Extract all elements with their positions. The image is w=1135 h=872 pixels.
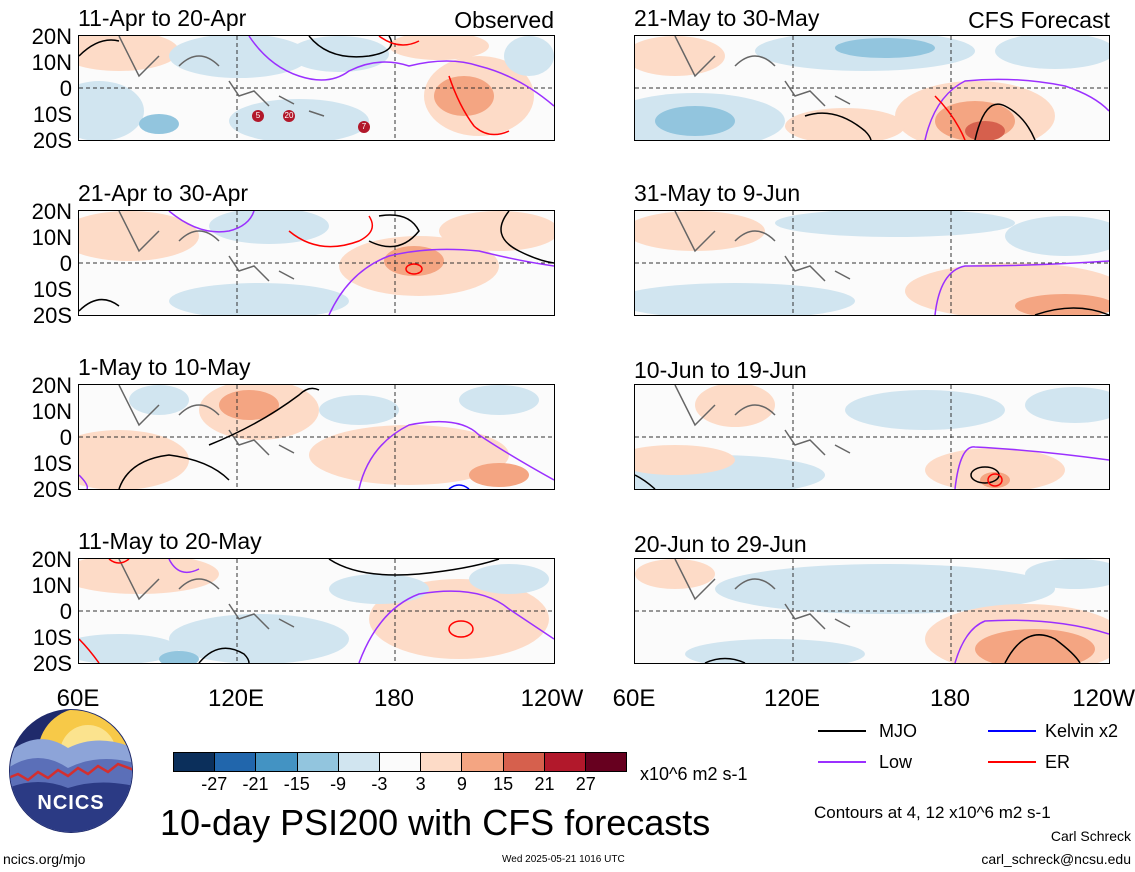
panel-title-fcst-2: 31-May to 9-Jun (634, 180, 801, 206)
colorbar-tick-label: 27 (575, 774, 596, 794)
storm-marker-icon: 7 (358, 121, 370, 133)
footer-email[interactable]: carl_schreck@ncsu.edu (981, 851, 1131, 867)
colorbar-segment (379, 753, 422, 771)
storm-marker-icon: 5 (252, 110, 264, 122)
map-panel-fcst-1 (634, 35, 1110, 141)
colorbar-segment (544, 753, 586, 771)
main-title: 10-day PSI200 with CFS forecasts (160, 802, 711, 843)
colorbar (173, 752, 627, 772)
lat-label: 20N (31, 373, 72, 398)
footer-author: Carl Schreck (1050, 828, 1131, 844)
lat-label: 10S (32, 102, 72, 127)
map-panel-fcst-2 (634, 210, 1110, 316)
lat-label: 20S (32, 303, 72, 328)
footer-url[interactable]: ncics.org/mjo (3, 851, 86, 867)
legend-label-er: ER (1045, 752, 1071, 772)
panel-title-obs-1: 11-Apr to 20-Apr (78, 5, 247, 31)
legend-swatch-kelvin (988, 730, 1036, 732)
lon-label: 180 (373, 685, 415, 712)
lat-label: 0 (59, 425, 72, 450)
colorbar-segment (297, 753, 339, 771)
colorbar-tick-label: 9 (456, 774, 467, 794)
lat-label: 10N (31, 50, 72, 75)
map-panel-fcst-3 (634, 384, 1110, 490)
colorbar-segment (174, 753, 216, 771)
lon-label: 60E (56, 685, 100, 712)
map-panel-obs-2 (78, 210, 555, 316)
lat-label: 0 (59, 251, 72, 276)
map-panel-obs-4 (78, 558, 555, 664)
colorbar-tick-label: -27 (201, 774, 228, 794)
panel-title-obs-4: 11-May to 20-May (78, 528, 262, 554)
contour-note: Contours at 4, 12 x10^6 m2 s-1 (814, 803, 1051, 822)
lon-label: 180 (929, 685, 971, 712)
legend-swatch-er (988, 761, 1036, 763)
colorbar-tick-label: -21 (242, 774, 269, 794)
lat-label: 10S (32, 277, 72, 302)
colorbar-tick-label: 3 (415, 774, 426, 794)
lon-label: 60E (612, 685, 656, 712)
lon-label: 120W (520, 685, 584, 712)
legend-swatch-low (818, 761, 866, 763)
legend-label-kelvin: Kelvin x2 (1045, 721, 1119, 741)
colorbar-segment (338, 753, 380, 771)
lat-label: 10N (31, 573, 72, 598)
lon-label: 120E (207, 685, 265, 712)
colorbar-segment (215, 753, 257, 771)
lat-label: 20N (31, 547, 72, 572)
storm-marker-icon: 20 (283, 110, 295, 122)
colorbar-units: x10^6 m2 s-1 (640, 764, 748, 784)
map-panel-obs-3 (78, 384, 555, 490)
colorbar-tick-label: -9 (330, 774, 347, 794)
ncics-logo: NCICS (8, 708, 134, 834)
panel-title-fcst-4: 20-Jun to 29-Jun (634, 531, 807, 557)
panel-tag-observed: Observed (454, 7, 554, 33)
colorbar-tick-label: -15 (283, 774, 310, 794)
lon-label: 120E (763, 685, 821, 712)
lat-label: 20S (32, 477, 72, 502)
lat-label: 20N (31, 199, 72, 224)
colorbar-segment (503, 753, 545, 771)
lat-label: 0 (59, 599, 72, 624)
legend-label-mjo: MJO (879, 721, 917, 741)
map-panel-obs-1 (78, 35, 555, 141)
colorbar-tick-label: -3 (371, 774, 388, 794)
colorbar-segment (462, 753, 504, 771)
lat-label: 0 (59, 76, 72, 101)
panel-title-fcst-3: 10-Jun to 19-Jun (634, 357, 807, 383)
lat-label: 10N (31, 225, 72, 250)
lat-label: 20S (32, 651, 72, 676)
lat-label: 10S (32, 451, 72, 476)
lat-label: 10N (31, 399, 72, 424)
lat-label: 20S (32, 128, 72, 153)
colorbar-tick-label: 15 (493, 774, 514, 794)
panel-title-fcst-1: 21-May to 30-May (634, 5, 820, 31)
colorbar-segment (421, 753, 463, 771)
lat-label: 10S (32, 625, 72, 650)
lon-label: 120W (1072, 685, 1135, 712)
footer-timestamp: Wed 2025-05-21 1016 UTC (502, 854, 625, 865)
panel-title-obs-3: 1-May to 10-May (78, 354, 251, 380)
logo-text: NCICS (37, 792, 104, 814)
panel-tag-cfs-forecast: CFS Forecast (968, 7, 1110, 33)
legend-label-low: Low (879, 752, 913, 772)
panel-title-obs-2: 21-Apr to 30-Apr (78, 180, 249, 206)
colorbar-segment (585, 753, 627, 771)
legend-swatch-mjo (818, 730, 866, 732)
map-panel-fcst-4 (634, 558, 1110, 664)
lat-label: 20N (31, 24, 72, 49)
colorbar-tick-label: 21 (534, 774, 555, 794)
colorbar-segment (256, 753, 298, 771)
